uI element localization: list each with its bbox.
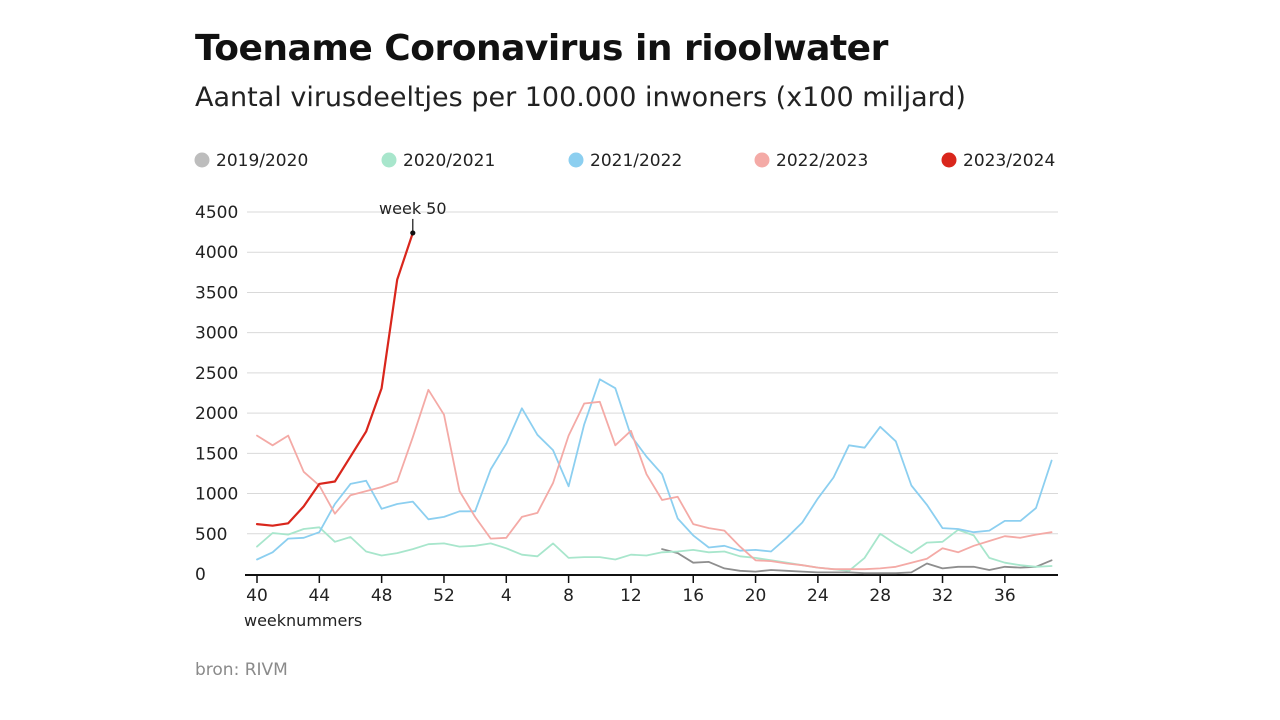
x-tick-label: 28 bbox=[869, 586, 891, 606]
series-line-2022-2023 bbox=[256, 388, 1053, 571]
chart-source: bron: RIVM bbox=[195, 660, 288, 680]
y-tick-label: 500 bbox=[195, 525, 227, 545]
y-tick-label: 4000 bbox=[195, 243, 238, 263]
x-tick-label: 36 bbox=[994, 586, 1016, 606]
series-line-2020-2021 bbox=[256, 526, 1053, 572]
annotation-dot bbox=[410, 230, 416, 236]
y-tick-label: 1000 bbox=[195, 485, 238, 505]
legend-marker bbox=[381, 152, 397, 168]
y-tick-label: 4500 bbox=[195, 203, 238, 223]
x-tick-label: 40 bbox=[246, 586, 268, 606]
x-tick-label: 8 bbox=[563, 586, 574, 606]
x-tick-label: 16 bbox=[682, 586, 704, 606]
legend-label: 2023/2024 bbox=[963, 151, 1055, 171]
legend-marker bbox=[194, 152, 210, 168]
legend-label: 2021/2022 bbox=[590, 151, 682, 171]
x-tick-label: 32 bbox=[932, 586, 954, 606]
x-tick-label: 4 bbox=[501, 586, 512, 606]
x-tick-label: 48 bbox=[371, 586, 393, 606]
annotation-label: week 50 bbox=[379, 199, 446, 218]
series-line-2021-2022 bbox=[256, 378, 1053, 561]
series-line-2019-2020 bbox=[661, 548, 1053, 575]
y-tick-label: 3500 bbox=[195, 283, 238, 303]
x-tick-label: 12 bbox=[620, 586, 642, 606]
legend-marker bbox=[941, 152, 957, 168]
y-tick-label: 0 bbox=[195, 565, 206, 585]
x-tick-label: 44 bbox=[308, 586, 330, 606]
chart-title: Toename Coronavirus in rioolwater bbox=[195, 28, 888, 69]
legend-marker bbox=[568, 152, 584, 168]
x-tick-label: 24 bbox=[807, 586, 829, 606]
y-tick-label: 2000 bbox=[195, 404, 238, 424]
x-tick-label: 20 bbox=[745, 586, 767, 606]
legend-label: 2019/2020 bbox=[216, 151, 308, 171]
y-tick-label: 3000 bbox=[195, 324, 238, 344]
y-tick-label: 2500 bbox=[195, 364, 238, 384]
legend-marker bbox=[754, 152, 770, 168]
legend-label: 2022/2023 bbox=[776, 151, 868, 171]
chart-subtitle: Aantal virusdeeltjes per 100.000 inwoner… bbox=[195, 82, 966, 113]
legend-label: 2020/2021 bbox=[403, 151, 495, 171]
x-axis-label: weeknummers bbox=[244, 611, 362, 630]
series-line-2023-2024 bbox=[255, 231, 414, 527]
y-tick-label: 1500 bbox=[195, 444, 238, 464]
x-tick-label: 52 bbox=[433, 586, 455, 606]
